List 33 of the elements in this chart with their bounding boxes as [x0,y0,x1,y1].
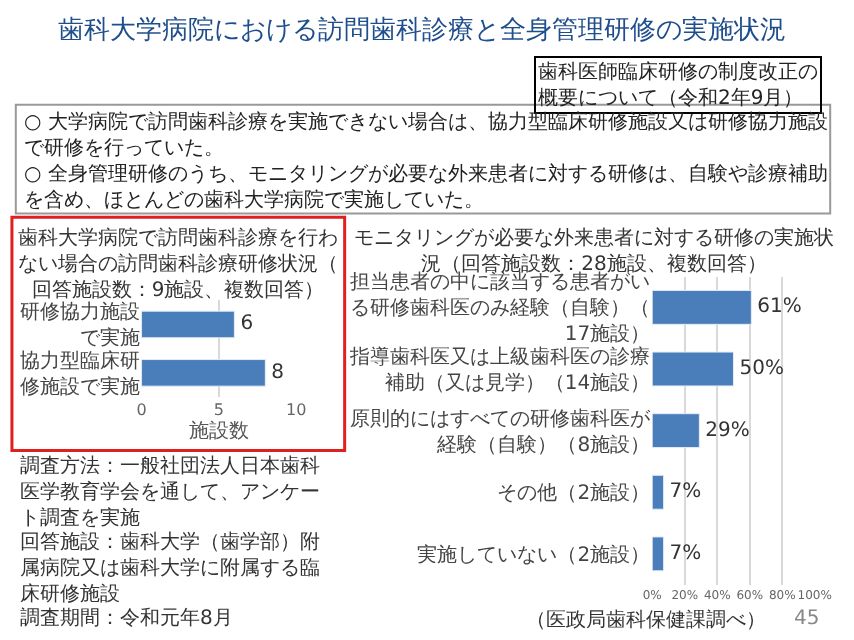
data-label: 8 [271,361,285,384]
text: 回答施設：歯科大学（歯学部）附属病院又は歯科大学に附属する臨床研修施設 [20,530,320,606]
bar [652,474,665,510]
text: 調査方法：一般社団法人日本歯科医学教育学会を通して、アンケート調査を実施 [20,454,320,530]
text: 歯科医師臨床研修の制度改正の概要について（令和2年9月） [538,60,818,110]
y-tick-label: 担当患者の中に該当する患者がいる研修歯科医のみ経験（自験）（17施設） [350,270,651,347]
y-tick-label: 協力型臨床研修施設で実施 [19,348,140,399]
chart-title: 歯科大学病院で訪問歯科診療を行わない場合の訪問歯科診療研修状況（回答施設数：9施設、複数回答） [18,226,338,302]
data-label: 6 [240,313,254,336]
bar [652,413,700,449]
data-label: 61% [757,296,802,319]
y-tick-label: 研修協力施設で実施 [19,300,140,351]
y-tick-label: その他（2施設） [497,481,651,506]
x-tick-label: 10 [286,401,307,420]
text: 45 [794,608,820,630]
x-axis-title: 施設数 [188,419,249,444]
y-tick-label: 原則的にはすべての研修歯科医が経験（自験）（8施設） [350,406,653,457]
bar [652,289,752,325]
x-tick-label: 5 [213,401,225,420]
bar [652,536,665,572]
bar [652,351,734,387]
data-label: 29% [705,419,750,442]
x-tick-label: 0 [136,401,147,420]
data-label: 7% [669,542,702,565]
y-tick-label: 指導歯科医又は上級歯科医の診療補助（又は見学）（14施設） [348,345,651,396]
text: （医政局歯科保健課調べ） [526,608,766,632]
text: ○ 大学病院で訪問歯科診療を実施できない場合は、協力型臨床研修施設又は研修協力施設で研修を行っていた。 [24,110,828,160]
data-label: 50% [739,358,784,381]
text: 歯科大学病院における訪問歯科診療と全身管理研修の実施状況 [58,14,786,46]
data-label: 7% [669,481,702,504]
text: ○ 全身管理研修のうち、モニタリングが必要な外来患者に対する研修は、自験や診療補助を含め、ほとんどの歯科大学病院で実施していた。 [24,162,828,212]
y-tick-label: 実施していない（2施設） [417,542,651,567]
text: 調査期間：令和元年8月 [20,606,233,630]
